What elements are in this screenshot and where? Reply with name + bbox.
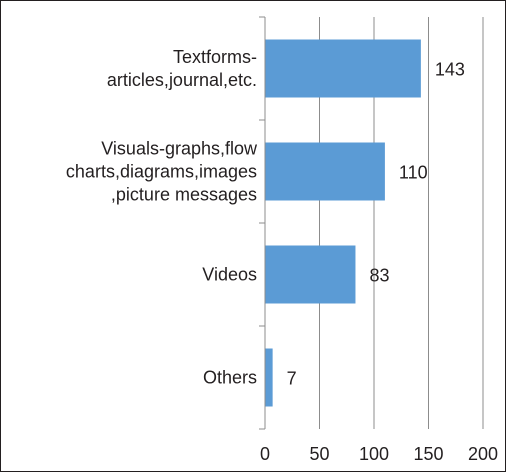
bar-2	[265, 245, 356, 304]
x-tick-labels: 0 50 100 150 200	[260, 444, 498, 464]
bars	[265, 39, 421, 407]
bar-0	[265, 39, 421, 98]
data-label-1: 110	[399, 163, 428, 183]
x-tick-label-200: 200	[468, 444, 498, 464]
x-tick-label-0: 0	[260, 444, 270, 464]
x-tick-label-100: 100	[359, 444, 389, 464]
data-label-2: 83	[369, 266, 389, 286]
category-label-3: Others	[203, 368, 257, 388]
category-labels: Textforms-articles,journal,etc. Visuals-g…	[66, 47, 258, 388]
data-labels: 143 110 83 7	[287, 60, 465, 389]
category-label-0: Textforms-articles,journal,etc.	[107, 47, 257, 90]
data-label-3: 7	[287, 369, 297, 389]
data-label-0: 143	[435, 60, 465, 80]
bar-1	[265, 142, 385, 201]
category-axis	[259, 16, 266, 430]
category-label-2: Videos	[202, 265, 257, 285]
category-label-1: Visuals-graphs,flow charts,diagrams,image…	[66, 139, 258, 205]
x-tick-label-50: 50	[309, 444, 329, 464]
bar-3	[265, 348, 273, 407]
x-tick-label-150: 150	[413, 444, 443, 464]
